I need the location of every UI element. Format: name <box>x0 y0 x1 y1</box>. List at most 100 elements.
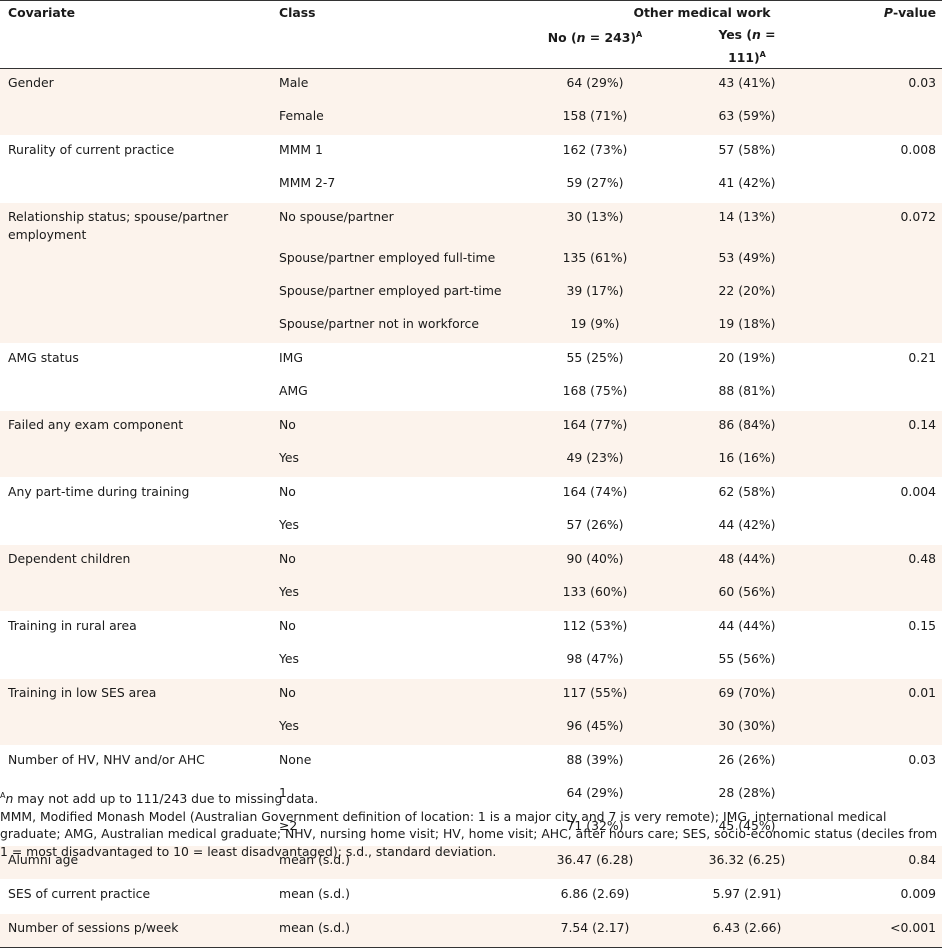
no-group-cell: 57 (26%) <box>566 517 624 533</box>
class-cell: Spouse/partner employed part-time <box>271 277 502 311</box>
p-value-cell <box>849 244 942 278</box>
covariate-cell: Number of sessions p/week <box>0 913 271 948</box>
class-cell: No <box>271 544 493 579</box>
table-row: Rurality of current practice MMM 1 162 (73… <box>0 135 942 170</box>
covariate-cell: Any part-time during training <box>0 477 271 512</box>
no-group-cell: 64 (29%) <box>493 68 697 103</box>
no-group-cell: 168 (75%) <box>562 383 628 399</box>
table-header: Covariate Class Other medical work P-val… <box>0 0 942 70</box>
table-row: Yes 133 (60%) 60 (56%) <box>0 578 942 612</box>
table-row: Spouse/partner employed full-time 135 (61… <box>0 244 942 278</box>
p-value-cell <box>849 578 942 612</box>
covariate-cell <box>0 444 271 478</box>
p-value-cell <box>849 169 942 203</box>
p-value-cell: 0.48 <box>849 544 942 579</box>
no-group-cell: 64 (29%) <box>566 785 624 801</box>
class-cell: 1 <box>279 785 287 801</box>
no-group-cell: 90 (40%) <box>493 544 697 579</box>
p-value-cell: 0.008 <box>849 135 942 170</box>
yes-group-cell: 88 (81%) <box>718 383 776 399</box>
footnote-a: An may not add up to 111/243 due to miss… <box>0 791 319 807</box>
yes-group-cell: 57 (58%) <box>697 135 849 170</box>
yes-group-cell: 20 (19%) <box>697 343 849 378</box>
table-row: Yes 49 (23%) 16 (16%) <box>0 444 942 478</box>
table-row: AMG status IMG 55 (25%) 20 (19%) 0.21 <box>0 343 942 378</box>
header-yes-group: Yes (n = 111)A <box>697 25 849 70</box>
yes-group-cell: 22 (20%) <box>697 277 849 311</box>
covariate-cell: Rurality of current practice <box>0 135 271 170</box>
header-class: Class <box>271 0 493 25</box>
class-cell: No <box>271 678 493 713</box>
yes-group-cell: 14 (13%) <box>697 202 849 245</box>
class-cell: ≥2 <box>279 818 298 834</box>
no-group-cell: 164 (74%) <box>493 477 697 512</box>
covariate-cell: SES of current practice <box>0 879 271 914</box>
p-value-cell: 0.14 <box>849 410 942 445</box>
no-group-cell: 39 (17%) <box>493 277 697 311</box>
covariate-cell: Relationship status; spouse/partner empl… <box>0 202 271 245</box>
class-cell: mean (s.d.) <box>271 913 493 948</box>
p-value-cell <box>849 377 942 411</box>
class-cell: Spouse/partner not in workforce <box>271 310 493 344</box>
table-row: Any part-time during training No 164 (74%)… <box>0 477 942 512</box>
yes-group-cell: 60 (56%) <box>697 578 849 612</box>
header-no-group: No (n = 243)A <box>493 25 697 70</box>
table-row: MMM 2-7 59 (27%) 41 (42%) <box>0 169 942 203</box>
no-group-cell: 133 (60%) <box>493 578 697 612</box>
table-row: Yes 96 (45%) 30 (30%) <box>0 712 942 746</box>
p-value-cell <box>849 277 942 311</box>
p-value-cell: 0.15 <box>849 611 942 646</box>
p-value-cell <box>849 310 942 344</box>
covariate-cell <box>0 310 271 344</box>
no-group-cell: 59 (27%) <box>566 175 624 191</box>
no-group-cell: 55 (25%) <box>493 343 697 378</box>
yes-group-cell: 45 (45%) <box>718 818 776 834</box>
table-row: Relationship status; spouse/partner empl… <box>0 202 942 245</box>
class-cell: Yes <box>279 517 300 533</box>
table-footnotes: An may not add up to 111/243 due to miss… <box>0 787 940 860</box>
p-value-cell: 0.009 <box>849 879 942 914</box>
table-row: Failed any exam component No 164 (77%) 86 (… <box>0 410 942 445</box>
p-value-cell: <0.001 <box>849 913 942 948</box>
table-row: Spouse/partner not in workforce 19 (9%) 19… <box>0 310 942 344</box>
no-group-cell: 7.54 (2.17) <box>493 913 697 948</box>
yes-group-cell: 30 (30%) <box>697 712 849 746</box>
covariate-cell: Dependent children <box>0 544 271 579</box>
p-value-cell: 0.21 <box>849 343 942 378</box>
class-cell: Yes <box>279 651 300 667</box>
covariate-cell: Failed any exam component <box>0 410 271 445</box>
yes-group-cell: 53 (49%) <box>697 244 849 278</box>
class-cell: Yes <box>271 444 493 478</box>
class-cell: None <box>271 745 493 780</box>
class-cell: No spouse/partner <box>271 202 493 245</box>
yes-group-cell: 55 (56%) <box>718 651 776 667</box>
class-cell: Yes <box>271 712 493 746</box>
class-cell: MMM 2-7 <box>279 175 336 191</box>
table-row: Spouse/partner employed part-time 39 (17%… <box>0 277 942 311</box>
class-cell: Spouse/partner employed full-time <box>271 244 495 278</box>
class-cell: mean (s.d.) <box>271 879 493 914</box>
class-cell: MMM 1 <box>271 135 493 170</box>
yes-group-cell: 43 (41%) <box>697 68 849 103</box>
covariate-cell <box>0 244 271 278</box>
table-row: Number of HV, NHV and/or AHC None 88 (39%)… <box>0 745 942 780</box>
p-value-cell <box>849 712 942 746</box>
table-row: Yes 98 (47%) 55 (56%) <box>0 645 942 679</box>
no-group-cell: 71 (32%) <box>566 818 624 834</box>
class-cell: Female <box>271 102 493 136</box>
yes-group-cell: 69 (70%) <box>697 678 849 713</box>
covariate-cell: Number of HV, NHV and/or AHC <box>0 745 271 780</box>
yes-group-cell: 44 (42%) <box>718 517 776 533</box>
class-cell: Male <box>271 68 493 103</box>
table-body: Gender Male 64 (29%) 43 (41%) 0.03 Female 158 … <box>0 68 942 948</box>
yes-group-cell: 48 (44%) <box>697 544 849 579</box>
yes-group-cell: 44 (44%) <box>697 611 849 646</box>
no-group-cell: 135 (61%) <box>493 244 697 278</box>
yes-group-cell: 86 (84%) <box>697 410 849 445</box>
no-group-cell: 164 (77%) <box>493 410 697 445</box>
p-value-cell: 0.03 <box>849 68 942 103</box>
footnote-abbreviations: MMM, Modified Monash Model (Australian G… <box>0 808 938 859</box>
class-cell: Yes <box>271 578 493 612</box>
table-row: SES of current practice mean (s.d.) 6.86 (… <box>0 879 942 914</box>
